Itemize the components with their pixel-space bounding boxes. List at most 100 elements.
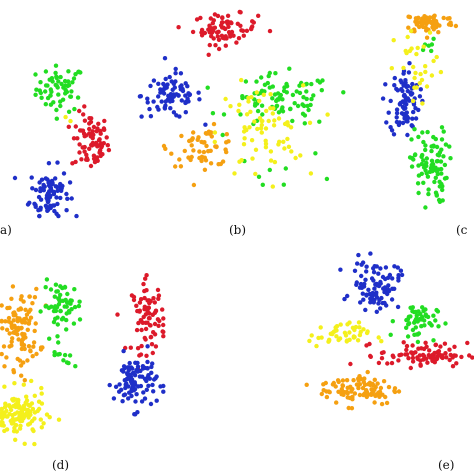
point-c-blue [386,110,391,115]
point-b-yellow [228,104,233,109]
point-c-green [440,187,445,193]
point-b-yellow [285,136,290,142]
point-d-blue [121,364,127,369]
point-e-blue [376,301,381,306]
point-c-blue [394,86,399,92]
point-d-yellow [36,406,42,412]
point-a-red [79,128,84,133]
point-e-red [438,344,443,349]
point-b-yellow [253,147,259,152]
point-a-green [51,100,56,105]
point-d-blue [151,389,156,394]
point-e-blue [359,273,364,279]
point-b-red [241,33,246,38]
point-e-blue [372,286,377,291]
point-d-orange [34,351,39,357]
point-d-blue [154,374,159,379]
point-b-blue [158,90,163,95]
point-c-yellow [438,69,444,75]
point-c-yellow [404,50,409,56]
point-c-blue [417,94,423,99]
point-b-blue [172,85,177,90]
point-e-orange [378,385,384,391]
point-d-yellow [39,391,44,396]
point-a-green [43,83,49,88]
point-e-blue [374,309,379,314]
point-d-red [143,326,149,332]
point-d-blue [133,360,138,365]
point-d-yellow [32,410,38,415]
point-e-green [433,318,438,323]
point-a-blue [50,180,55,185]
point-b-blue [168,92,174,97]
point-e-blue [355,261,360,266]
point-a-yellow [63,114,68,120]
point-e-green [443,321,448,326]
point-b-orange [187,138,192,144]
point-c-yellow [389,66,394,71]
point-a-blue [59,186,64,191]
point-c-green [409,137,414,142]
point-b-red [210,30,215,35]
point-a-red [75,136,80,141]
point-d-blue [107,382,112,388]
point-c-green [419,154,424,159]
point-c-green [434,159,440,164]
point-b-orange [203,158,209,163]
point-b-green [243,79,249,84]
point-e-green [428,321,433,327]
point-e-red [452,353,457,358]
point-e-yellow [318,325,323,330]
point-d-blue [145,375,150,380]
point-b-yellow [277,139,282,144]
point-c-blue [391,132,397,137]
point-d-green [62,352,68,358]
point-d-blue [125,372,130,377]
point-e-green [390,319,395,324]
point-e-yellow [319,335,324,340]
point-d-red [134,327,140,333]
point-d-yellow [0,407,4,413]
point-a-red [99,143,105,149]
point-d-blue [122,392,128,397]
point-c-blue [400,88,405,94]
point-a-red [95,126,100,131]
point-d-orange [4,355,9,360]
point-e-orange [381,379,387,384]
point-d-red [115,312,120,317]
point-b-blue [167,74,172,80]
point-d-blue [134,392,139,397]
point-e-orange [376,390,381,395]
point-e-red [442,341,448,346]
point-d-green [55,334,60,339]
point-c-yellow [423,69,428,75]
point-e-orange [361,379,366,385]
point-a-green [59,81,64,87]
point-b-yellow [263,138,268,143]
point-d-orange [32,295,38,300]
point-a-red [84,152,89,157]
point-e-yellow [309,333,314,338]
point-d-red [160,329,165,334]
point-a-blue [55,201,60,207]
point-d-yellow [30,427,35,432]
point-e-green [408,314,413,319]
point-b-yellow [270,111,275,116]
point-b-green [267,70,272,76]
point-c-orange [406,25,411,30]
point-c-blue [403,105,408,111]
point-d-red [139,318,144,323]
point-b-green [302,121,307,126]
point-d-orange [9,296,14,301]
point-e-blue [364,269,369,274]
point-c-blue [410,91,415,96]
point-c-green [434,144,440,150]
point-b-green [301,103,307,109]
point-d-orange [4,327,10,332]
point-a-red [91,124,97,130]
point-b-red [234,40,239,45]
point-e-blue [363,307,368,313]
point-c-orange [425,20,430,25]
panel-label-d: (d) [52,458,69,472]
point-c-green [425,129,430,135]
